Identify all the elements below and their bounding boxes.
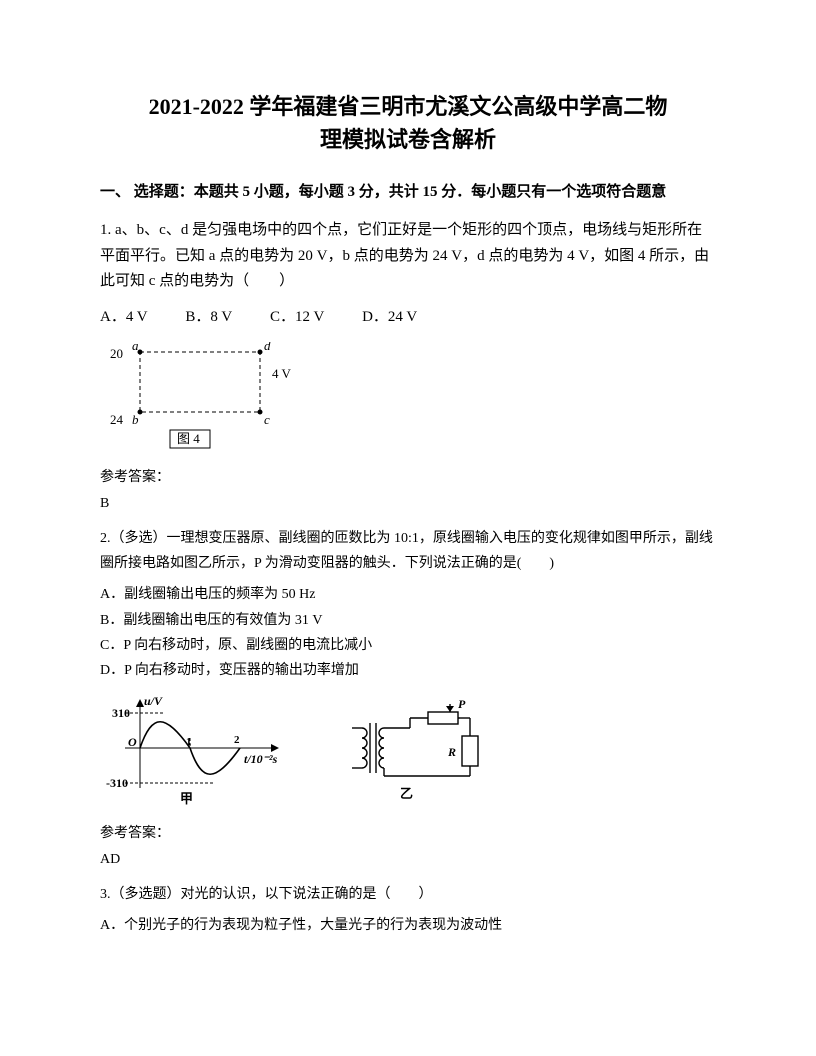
q2-opt-b: B．副线圈输出电压的有效值为 31 V xyxy=(100,608,716,633)
wave-caption: 甲 xyxy=(180,791,193,806)
q1-lbl-c: c xyxy=(264,412,270,427)
q1-figure: a d b c 20 4 V 24 图 4 xyxy=(100,342,716,452)
xt1: 1 xyxy=(186,736,192,748)
q2-figures: u/V 310 -310 O 1 2 t/10⁻²s 甲 xyxy=(100,693,716,808)
q2-opt-c: C．P 向右移动时，原、副线圈的电流比减小 xyxy=(100,633,716,658)
q1-answer-label: 参考答案： xyxy=(100,466,716,486)
q3-stem: 3.（多选题）对光的认识，以下说法正确的是（ ） xyxy=(100,882,716,907)
q2-circuit-diagram: P R 乙 xyxy=(350,698,510,808)
y-arrow-icon xyxy=(136,699,144,707)
title-line-2: 理模拟试卷含解析 xyxy=(320,127,496,152)
q1-rect-diagram: a d b c 20 4 V 24 图 4 xyxy=(100,342,310,452)
q1-opt-d: D．24 V xyxy=(362,309,417,325)
q1-opt-b: B．8 V xyxy=(185,309,232,325)
q1-lbl-d: d xyxy=(264,342,271,353)
q2-wave-diagram: u/V 310 -310 O 1 2 t/10⁻²s 甲 xyxy=(100,693,290,808)
section-1-header: 一、 选择题：本题共 5 小题，每小题 3 分，共计 15 分．每小题只有一个选… xyxy=(100,180,716,204)
q2-opt-a: A．副线圈输出电压的频率为 50 Hz xyxy=(100,582,716,607)
label-r: R xyxy=(447,745,456,759)
q1-stem: 1. a、b、c、d 是匀强电场中的四个点，它们正好是一个矩形的四个顶点，电场线… xyxy=(100,218,716,295)
circuit-caption: 乙 xyxy=(400,786,413,801)
xlabel: t/10⁻²s xyxy=(244,752,278,766)
q2-opt-d: D．P 向右移动时，变压器的输出功率增加 xyxy=(100,658,716,683)
q1-lbl-b: b xyxy=(132,412,139,427)
ylabel: u/V xyxy=(144,694,163,708)
q1-opt-c: C．12 V xyxy=(270,309,324,325)
title-line-1: 2021-2022 学年福建省三明市尤溪文公高级中学高二物 xyxy=(149,94,668,119)
page-title: 2021-2022 学年福建省三明市尤溪文公高级中学高二物 理模拟试卷含解析 xyxy=(100,90,716,156)
q1-dot-d xyxy=(258,350,263,355)
q1-val-20: 20 xyxy=(110,346,123,361)
q3-opt-a: A．个别光子的行为表现为粒子性，大量光子的行为表现为波动性 xyxy=(100,913,716,938)
q1-lbl-a: a xyxy=(132,342,139,353)
circuit-wires xyxy=(384,704,478,776)
q1-opt-a: A．4 V xyxy=(100,309,148,325)
q1-val-24: 24 xyxy=(110,412,124,427)
ymin: -310 xyxy=(106,776,128,790)
origin-o: O xyxy=(128,735,137,749)
x-arrow-icon xyxy=(271,744,279,752)
xt2: 2 xyxy=(234,734,240,746)
q2-answer: AD xyxy=(100,852,716,868)
q2-answer-label: 参考答案： xyxy=(100,822,716,842)
label-p: P xyxy=(458,698,466,711)
q1-val-4v: 4 V xyxy=(272,366,292,381)
transformer-icon xyxy=(352,723,384,773)
q1-rect xyxy=(140,352,260,412)
q2-stem: 2.（多选）一理想变压器原、副线圈的匝数比为 10:1，原线圈输入电压的变化规律… xyxy=(100,526,716,576)
q1-dot-c xyxy=(258,410,263,415)
q1-options: A．4 V B．8 V C．12 V D．24 V xyxy=(100,305,716,331)
ymax: 310 xyxy=(112,706,130,720)
q1-answer: B xyxy=(100,496,716,512)
q1-caption: 图 4 xyxy=(177,431,200,446)
